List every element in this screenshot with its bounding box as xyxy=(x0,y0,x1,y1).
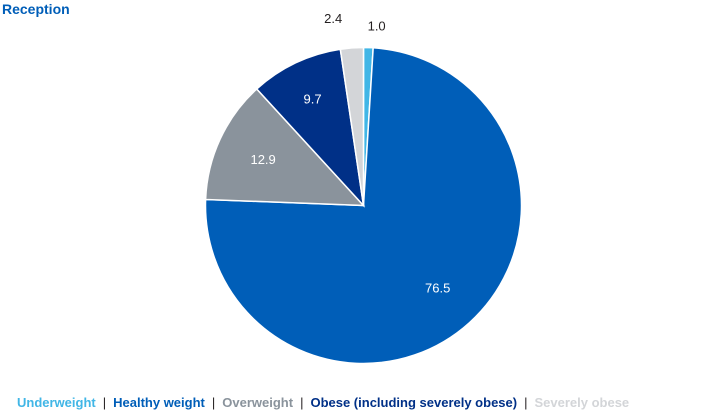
legend-separator: | xyxy=(211,395,216,410)
legend-item-overweight: Overweight xyxy=(222,395,294,410)
pie-slice-obese-including-severely-obese xyxy=(255,48,365,208)
legend-separator: | xyxy=(300,395,304,410)
legend-item-severely-obese: Severely obese xyxy=(534,395,630,410)
chart-legend: Underweight | Healthy weight | Overweight | Ob… xyxy=(17,395,629,410)
data-label-obese-including-severely-obese: 9.7 xyxy=(304,92,322,107)
legend-item-underweight: Underweight xyxy=(17,395,96,410)
data-label-underweight: 1.0 xyxy=(368,19,386,34)
data-label-healthy-weight: 76.5 xyxy=(425,281,450,296)
chart-title: Reception xyxy=(2,1,70,17)
legend-item-healthy-weight: Healthy weight xyxy=(113,395,205,410)
pie-slice-overweight xyxy=(204,87,366,207)
legend-separator: | xyxy=(102,395,107,410)
legend-separator: | xyxy=(524,395,528,410)
data-label-overweight: 12.9 xyxy=(250,152,275,167)
pie-slice-severely-obese xyxy=(339,46,365,206)
legend-item-obese-including-severely-obese: Obese (including severely obese) xyxy=(310,395,518,410)
data-label-severely-obese: 2.4 xyxy=(324,11,342,26)
